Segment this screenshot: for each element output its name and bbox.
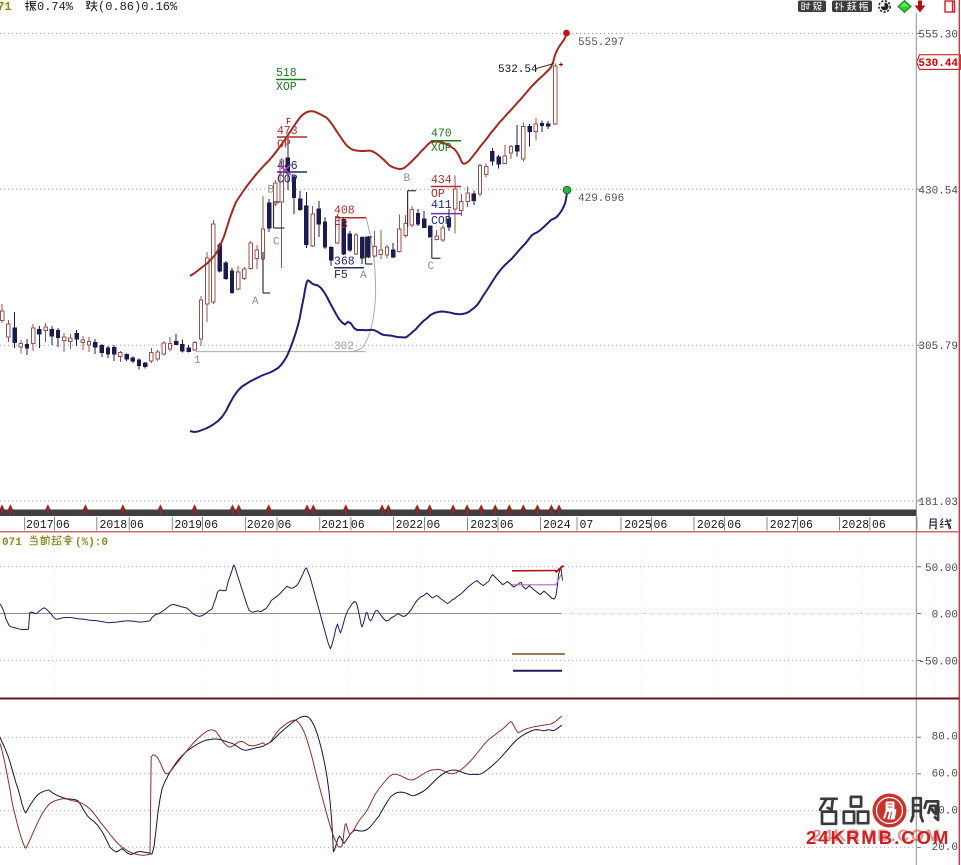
svg-text:(0.86)0.16%: (0.86)0.16%: [98, 0, 178, 14]
svg-text:470: 470: [431, 127, 452, 140]
svg-text:80.0: 80.0: [932, 732, 958, 744]
svg-text:50.00: 50.00: [925, 563, 958, 575]
svg-text:2018: 2018: [100, 519, 128, 532]
svg-text:0.74%: 0.74%: [37, 0, 74, 14]
svg-text:24KRMB.COM: 24KRMB.COM: [812, 826, 941, 845]
svg-text:06: 06: [872, 519, 886, 532]
svg-text:06: 06: [204, 519, 218, 532]
svg-text:60.0: 60.0: [932, 768, 958, 780]
svg-text:571: 571: [0, 0, 12, 14]
svg-text:06: 06: [278, 519, 292, 532]
svg-text:A: A: [360, 270, 367, 282]
svg-text:071: 071: [2, 537, 22, 549]
svg-text:OP: OP: [277, 139, 291, 152]
svg-text:06: 06: [427, 519, 441, 532]
svg-text:2023: 2023: [470, 519, 498, 532]
svg-text:0.00: 0.00: [932, 610, 958, 622]
svg-text:368: 368: [334, 256, 355, 269]
svg-text:24KRMB.COM: 24KRMB.COM: [806, 827, 950, 848]
svg-text:06: 06: [727, 519, 741, 532]
svg-text:411: 411: [431, 199, 452, 212]
svg-text:530.44: 530.44: [918, 58, 958, 70]
svg-text:C: C: [273, 237, 280, 249]
svg-text:2020: 2020: [247, 519, 275, 532]
svg-text:2024: 2024: [543, 519, 571, 532]
svg-text:2025: 2025: [624, 519, 652, 532]
svg-text:06: 06: [799, 519, 813, 532]
svg-text:20.0: 20.0: [932, 842, 958, 854]
svg-text:430.54: 430.54: [918, 185, 958, 197]
svg-text:302: 302: [334, 341, 354, 353]
svg-text:518: 518: [276, 67, 297, 80]
svg-text:OP: OP: [431, 188, 445, 201]
svg-text:06: 06: [56, 519, 70, 532]
svg-text:B: B: [268, 185, 275, 197]
svg-text:2026: 2026: [697, 519, 725, 532]
svg-text:429.696: 429.696: [578, 193, 624, 205]
svg-text:07: 07: [580, 519, 594, 532]
svg-text:2028: 2028: [842, 519, 870, 532]
svg-text:2022: 2022: [396, 519, 424, 532]
svg-text:2019: 2019: [174, 519, 202, 532]
svg-text:06: 06: [654, 519, 668, 532]
svg-text:COP: COP: [277, 174, 298, 187]
svg-text:446: 446: [277, 160, 298, 173]
svg-text:F: F: [286, 117, 291, 127]
svg-text:06: 06: [351, 519, 365, 532]
svg-text:06: 06: [500, 519, 514, 532]
svg-text:XOP: XOP: [431, 142, 452, 155]
svg-text:F3: F3: [334, 219, 348, 232]
svg-text:F5: F5: [334, 269, 348, 282]
svg-text:A: A: [252, 296, 259, 308]
svg-text:1: 1: [194, 355, 201, 367]
svg-text:305.79: 305.79: [918, 341, 958, 353]
svg-text:-50.00: -50.00: [918, 657, 958, 669]
svg-text:555.297: 555.297: [578, 37, 624, 49]
svg-text:06: 06: [130, 519, 144, 532]
svg-text:XOP: XOP: [276, 81, 297, 94]
svg-text:COP: COP: [431, 215, 452, 228]
svg-text:434: 434: [431, 174, 452, 187]
svg-text:408: 408: [334, 205, 355, 218]
svg-text:555.30: 555.30: [918, 30, 958, 42]
svg-text:B: B: [404, 173, 411, 185]
svg-text:(%):0: (%):0: [75, 537, 108, 549]
svg-text:532.54: 532.54: [498, 64, 538, 76]
svg-text:473: 473: [277, 125, 298, 138]
svg-text:2021: 2021: [321, 519, 349, 532]
svg-text:2027: 2027: [770, 519, 798, 532]
svg-text:2017: 2017: [26, 519, 54, 532]
svg-text:181.03: 181.03: [918, 497, 958, 509]
svg-text:C: C: [428, 261, 435, 273]
